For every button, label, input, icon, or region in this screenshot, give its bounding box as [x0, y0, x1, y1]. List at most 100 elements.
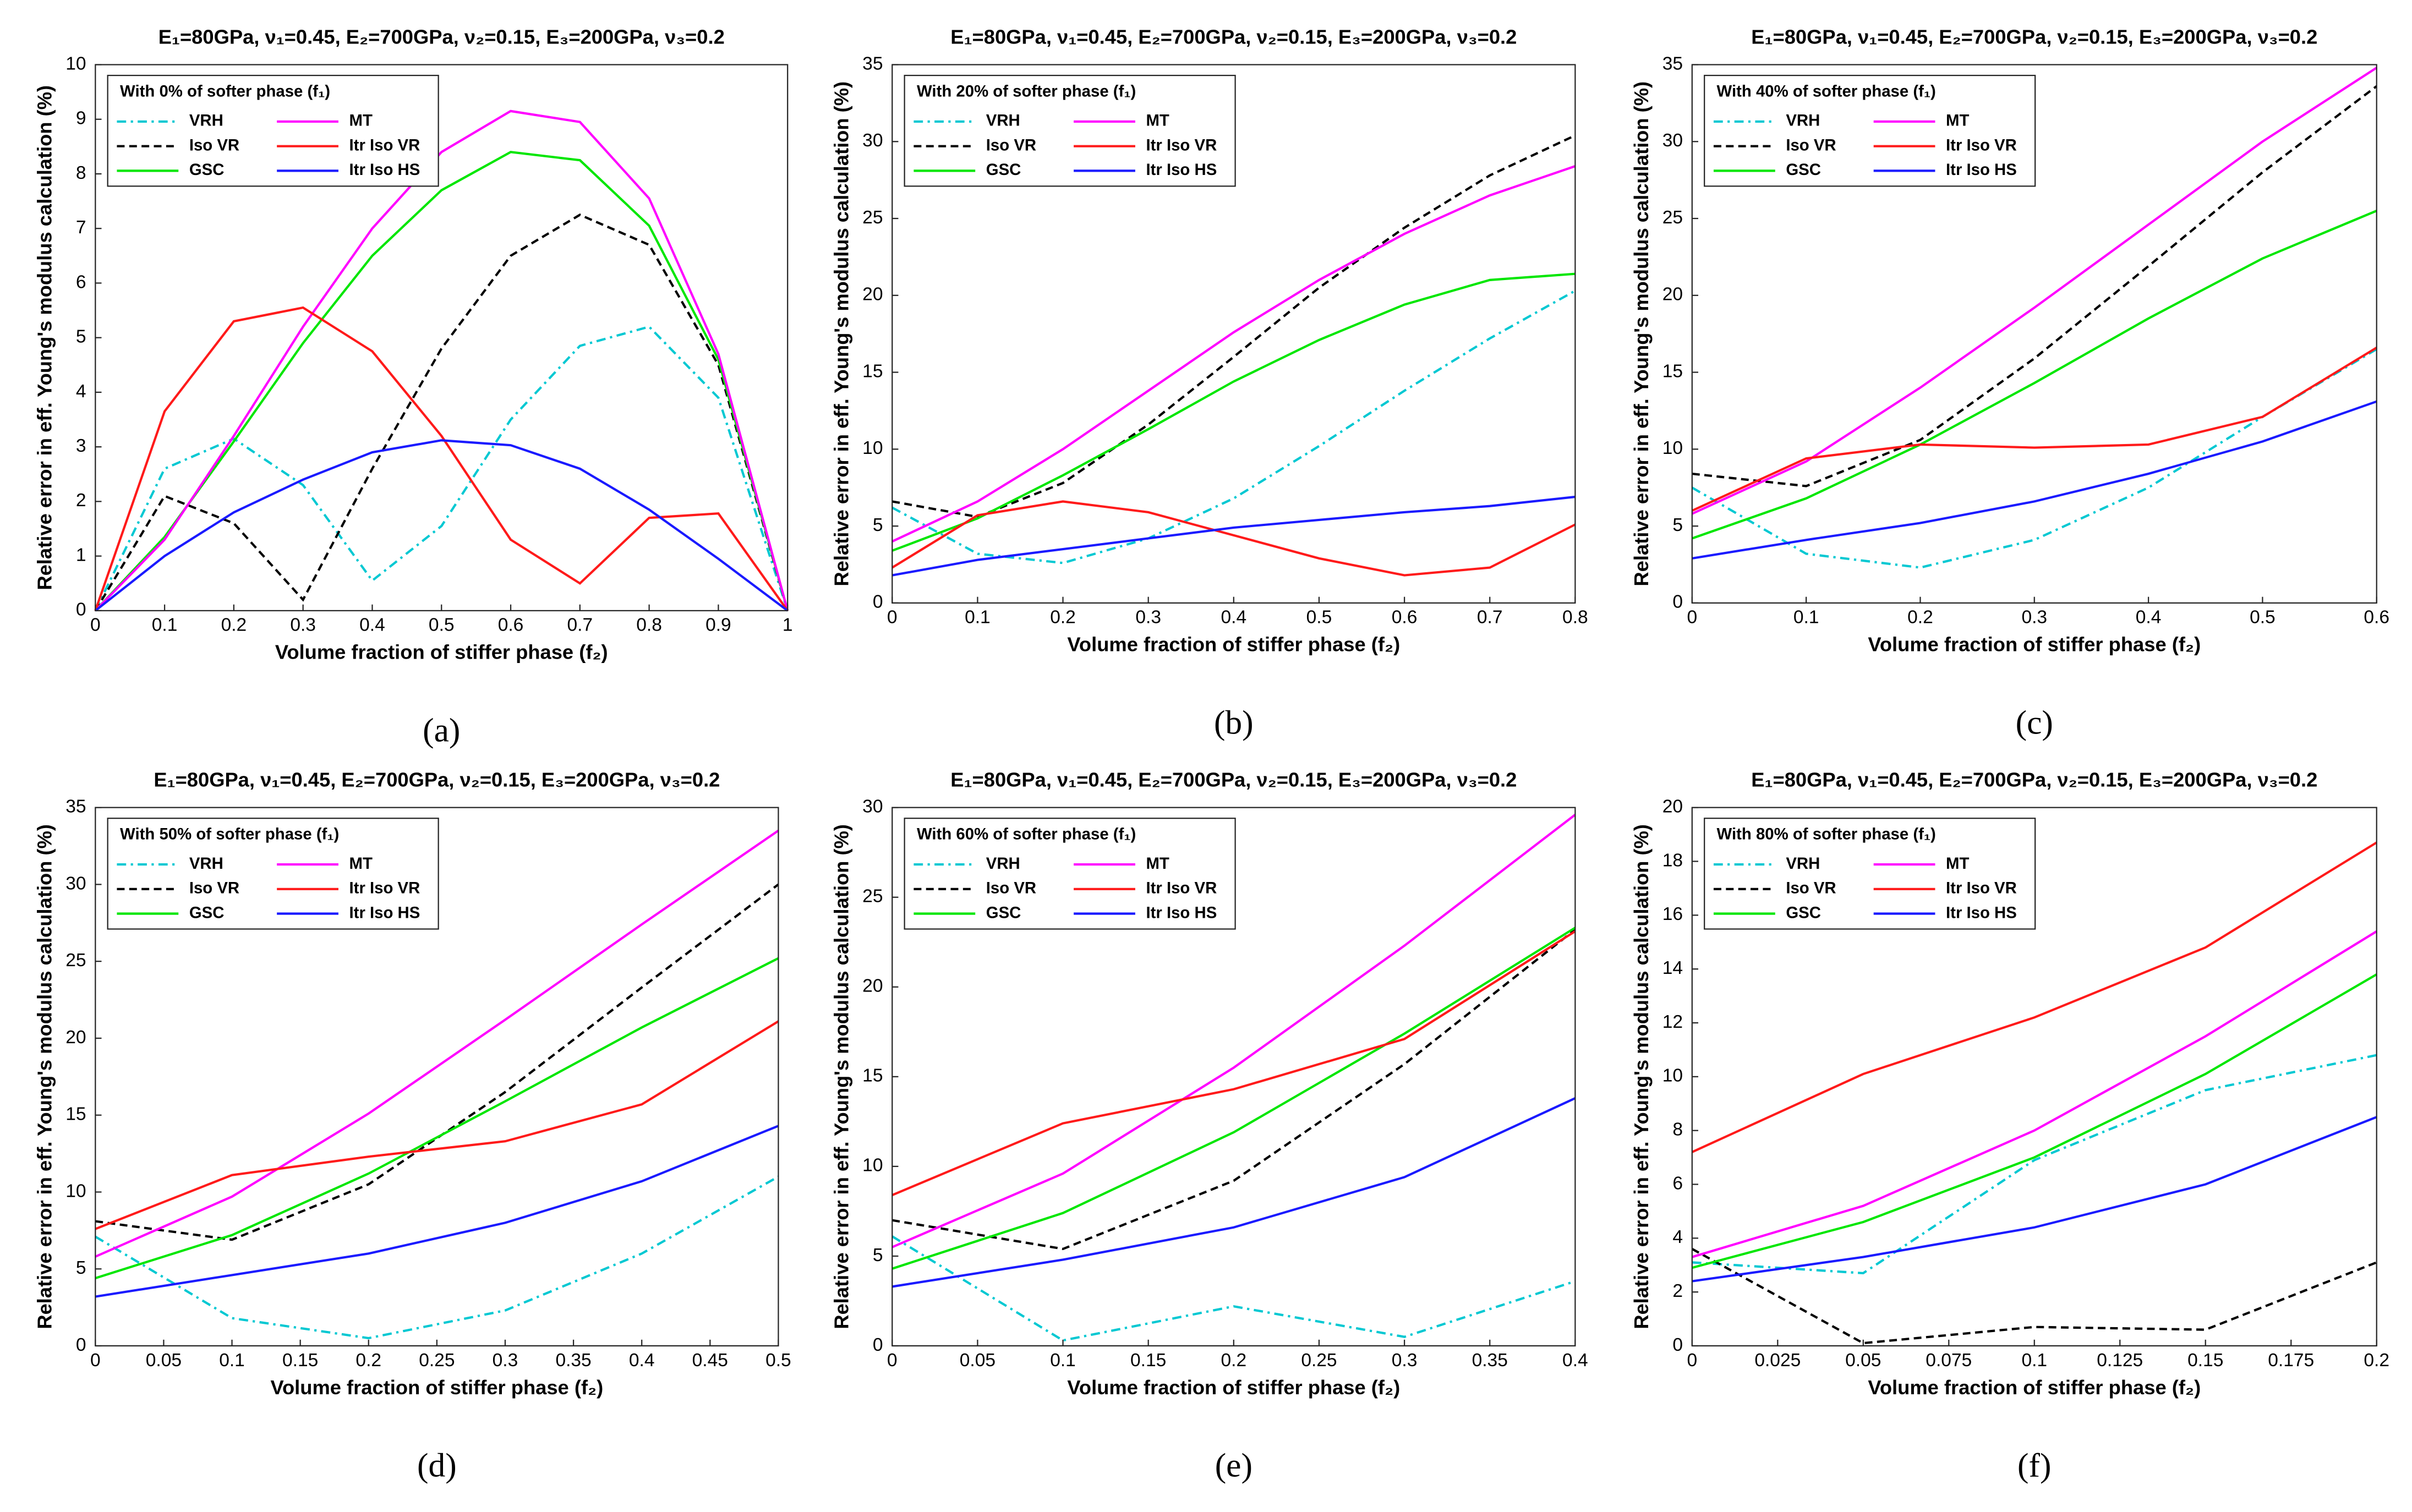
legend-title: With 60% of softer phase (f₁) — [917, 825, 1136, 843]
chart-title: E₁=80GPa, ν₁=0.45, E₂=700GPa, ν₂=0.15, E… — [1751, 26, 2317, 48]
x-tick-label: 0.35 — [1472, 1350, 1508, 1371]
x-tick-label: 0.5 — [2250, 607, 2276, 628]
x-tick-label: 0 — [887, 1350, 898, 1371]
series-line — [891, 495, 1576, 577]
y-tick-label: 7 — [76, 217, 86, 238]
plot-frame — [891, 64, 1576, 604]
series-line — [94, 306, 789, 612]
y-tick-label: 35 — [1662, 53, 1683, 74]
y-tick-label: 6 — [76, 272, 86, 292]
legend-label: GSC — [189, 903, 225, 922]
legend-label: Itr Iso HS — [349, 161, 420, 179]
series-line — [95, 1125, 779, 1298]
legend-label: Iso VR — [189, 136, 239, 154]
legend-box — [107, 74, 439, 187]
series-line — [1692, 1116, 2377, 1283]
x-tick-label: 0.9 — [705, 615, 731, 636]
chart-title: E₁=80GPa, ν₁=0.45, E₂=700GPa, ν₂=0.15, E… — [1751, 769, 2317, 791]
series-line — [95, 1175, 779, 1340]
legend-label: Itr Iso HS — [349, 903, 420, 922]
x-tick-label: 0.25 — [1301, 1350, 1337, 1371]
x-tick-label: 0.4 — [2136, 607, 2162, 628]
y-tick-label: 15 — [65, 1104, 86, 1125]
series-line — [95, 439, 789, 612]
y-tick-label: 10 — [862, 1155, 883, 1176]
series-line — [891, 272, 1576, 552]
legend-label: Iso VR — [986, 136, 1036, 154]
y-axis-label: Relative error in eff. Young's modulus c… — [33, 824, 56, 1329]
y-tick-label: 10 — [65, 53, 86, 74]
y-tick-label: 0 — [76, 1335, 86, 1355]
x-tick-label: 0.8 — [1562, 607, 1588, 628]
legend-label: Iso VR — [1786, 879, 1836, 897]
y-tick-label: 3 — [76, 436, 86, 456]
panel-label: (e) — [1215, 1447, 1253, 1484]
series-line — [1691, 67, 2377, 515]
subplot: E₁=80GPa, ν₁=0.45, E₂=700GPa, ν₂=0.15, E… — [1630, 26, 2389, 742]
series-line — [1692, 930, 2377, 1258]
x-axis-label: Volume fraction of stiffer phase (f₂) — [1868, 1376, 2201, 1399]
x-tick-label: 0 — [90, 615, 101, 636]
y-tick-label: 20 — [862, 976, 883, 996]
y-tick-label: 25 — [862, 207, 883, 228]
panel-label: (b) — [1214, 704, 1254, 742]
y-axis-label: Relative error in eff. Young's modulus c… — [830, 81, 852, 587]
y-tick-label: 5 — [873, 515, 883, 535]
y-tick-label: 8 — [1672, 1120, 1683, 1140]
y-tick-label: 5 — [1672, 515, 1683, 535]
series-line — [891, 927, 1576, 1270]
x-tick-label: 0.3 — [2021, 607, 2047, 628]
y-tick-label: 10 — [65, 1181, 86, 1201]
legend-title: With 0% of softer phase (f₁) — [120, 83, 330, 101]
legend-label: Iso VR — [1786, 136, 1836, 154]
x-tick-label: 0.1 — [152, 615, 178, 636]
y-tick-label: 12 — [1662, 1012, 1683, 1032]
legend-label: VRH — [189, 854, 223, 873]
x-tick-label: 0.125 — [2097, 1350, 2143, 1371]
legend-label: MT — [1946, 112, 1969, 130]
x-tick-label: 0.5 — [1306, 607, 1332, 628]
x-tick-label: 0 — [887, 607, 898, 628]
x-tick-label: 0.15 — [282, 1350, 318, 1371]
legend-box — [904, 74, 1236, 187]
panel-label: (a) — [423, 712, 460, 749]
y-tick-label: 2 — [76, 490, 86, 511]
y-tick-label: 25 — [1662, 207, 1683, 228]
x-tick-label: 0.5 — [429, 615, 455, 636]
x-tick-label: 0.2 — [221, 615, 247, 636]
legend-title: With 20% of softer phase (f₁) — [917, 83, 1136, 101]
y-tick-label: 15 — [862, 361, 883, 381]
plot-frame — [95, 64, 789, 611]
x-tick-label: 0.1 — [219, 1350, 245, 1371]
legend-title: With 50% of softer phase (f₁) — [120, 825, 339, 843]
legend-box — [1704, 818, 2036, 930]
x-tick-label: 0.6 — [1392, 607, 1418, 628]
y-tick-label: 6 — [1672, 1173, 1683, 1193]
y-tick-label: 15 — [862, 1066, 883, 1086]
y-tick-label: 5 — [76, 327, 86, 347]
legend-box — [1704, 74, 2036, 187]
x-axis-label: Volume fraction of stiffer phase (f₂) — [1067, 1376, 1400, 1399]
legend-label: MT — [1146, 112, 1169, 130]
x-tick-label: 0.05 — [1845, 1350, 1881, 1371]
y-tick-label: 30 — [862, 797, 883, 817]
y-tick-label: 5 — [873, 1245, 883, 1266]
x-tick-label: 0.2 — [1907, 607, 1933, 628]
y-tick-label: 18 — [1662, 850, 1683, 870]
legend-label: GSC — [986, 903, 1021, 922]
y-tick-label: 30 — [1662, 130, 1683, 151]
series-line — [95, 829, 779, 1258]
y-tick-label: 0 — [76, 600, 86, 620]
plot-frame — [95, 807, 779, 1347]
series-line — [891, 134, 1576, 518]
legend-label: GSC — [986, 161, 1021, 179]
x-tick-label: 0.3 — [493, 1350, 518, 1371]
x-tick-label: 0.2 — [1221, 1350, 1247, 1371]
x-tick-label: 0.25 — [419, 1350, 455, 1371]
x-tick-label: 0.1 — [965, 607, 991, 628]
x-tick-label: 0.05 — [146, 1350, 182, 1371]
legend-label: GSC — [1786, 903, 1821, 922]
x-tick-label: 0.2 — [2364, 1350, 2389, 1371]
x-tick-label: 0.4 — [1562, 1350, 1588, 1371]
